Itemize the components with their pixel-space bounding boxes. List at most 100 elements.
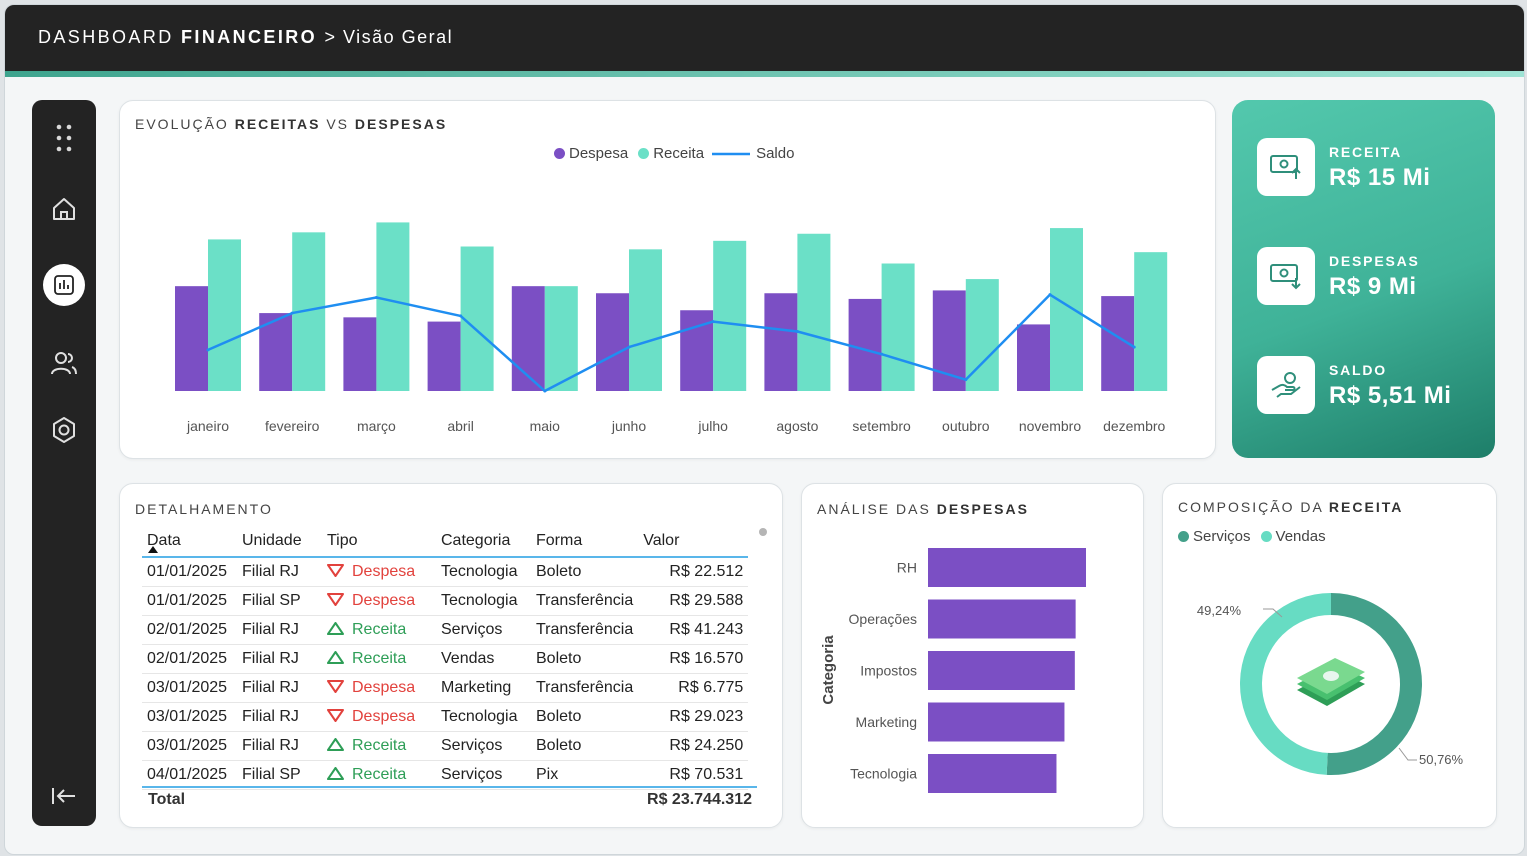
bar-expense-1[interactable] xyxy=(928,599,1076,639)
legend-servicos[interactable]: Serviços xyxy=(1193,528,1251,545)
bar-despesa-maio[interactable] xyxy=(511,286,545,391)
col-header-tipo[interactable]: Tipo xyxy=(322,526,436,558)
collapse-icon[interactable] xyxy=(44,776,84,816)
saldo-point-maio[interactable] xyxy=(543,389,547,393)
users-icon[interactable] xyxy=(44,343,84,383)
cell-forma: Boleto xyxy=(531,731,639,761)
trend-legend: Despesa Receita Saldo xyxy=(554,145,794,162)
cell-unidade: Filial SP xyxy=(237,760,322,790)
saldo-point-março[interactable] xyxy=(374,296,378,299)
col-header-unidade[interactable]: Unidade xyxy=(237,526,322,558)
saldo-line[interactable] xyxy=(207,293,1135,393)
bar-receita-junho[interactable] xyxy=(629,249,662,391)
bar-receita-agosto[interactable] xyxy=(797,233,831,391)
title-text: COMPOSIÇÃO DA xyxy=(1178,499,1324,515)
kpi-label: RECEITA xyxy=(1329,144,1403,160)
trend-chart-card: EVOLUÇÃO RECEITAS VS DESPESAS Despesa Re… xyxy=(119,100,1216,459)
saldo-point-setembro[interactable] xyxy=(880,352,884,356)
chart-icon[interactable] xyxy=(43,264,85,306)
table-row[interactable]: 01/01/2025 Filial SP Despesa Tecnologia Tran… xyxy=(142,586,749,616)
saldo-point-outubro[interactable] xyxy=(964,378,968,382)
bar-receita-março[interactable] xyxy=(376,222,410,391)
bar-despesa-novembro[interactable] xyxy=(1017,324,1050,391)
table-row[interactable]: 01/01/2025 Filial RJ Despesa Tecnologia Bole… xyxy=(142,557,749,587)
cell-unidade: Filial RJ xyxy=(237,644,322,674)
cell-data: 03/01/2025 xyxy=(142,673,237,703)
triangle-down-icon xyxy=(327,680,344,693)
legend-despesa[interactable]: Despesa xyxy=(569,145,629,162)
bar-receita-dezembro[interactable] xyxy=(1134,252,1168,391)
bar-receita-julho[interactable] xyxy=(713,240,747,391)
trend-chart: janeiro fevereiro março abril maio junho julho… xyxy=(175,222,1168,434)
home-icon[interactable] xyxy=(44,189,84,229)
page-title: DASHBOARD FINANCEIRO > Visão Geral xyxy=(38,27,453,48)
bar-receita-maio[interactable] xyxy=(544,286,578,391)
title-part: DASHBOARD xyxy=(38,27,174,47)
y-tick-label: Operações xyxy=(849,611,917,627)
bar-despesa-abril[interactable] xyxy=(427,321,461,391)
tipo-label: Despesa xyxy=(352,708,416,725)
bar-despesa-março[interactable] xyxy=(343,317,377,391)
cell-data: 03/01/2025 xyxy=(142,731,237,761)
table-row[interactable]: 04/01/2025 Filial SP Receita Serviços Pix R$ … xyxy=(142,760,749,790)
saldo-point-fevereiro[interactable] xyxy=(290,311,294,315)
kpi-despesas: DESPESAS R$ 9 Mi xyxy=(1257,247,1487,307)
saldo-point-janeiro[interactable] xyxy=(206,348,210,352)
cell-categoria: Tecnologia xyxy=(436,702,531,732)
bar-receita-abril[interactable] xyxy=(460,246,494,392)
triangle-up-icon xyxy=(327,622,344,635)
saldo-point-julho[interactable] xyxy=(711,320,715,324)
x-tick-label: setembro xyxy=(852,418,911,434)
bar-expense-4[interactable] xyxy=(928,754,1057,793)
expenses-title: ANÁLISE DAS DESPESAS xyxy=(817,501,1029,517)
bar-expense-0[interactable] xyxy=(928,548,1086,587)
x-tick-label: dezembro xyxy=(1103,418,1165,434)
saldo-point-novembro[interactable] xyxy=(1048,293,1052,297)
legend-dot-vendas xyxy=(1260,531,1272,542)
col-header-forma[interactable]: Forma xyxy=(531,526,639,558)
tipo-label: Despesa xyxy=(352,592,416,609)
cell-tipo: Despesa xyxy=(322,557,436,587)
donut-slice-1[interactable] xyxy=(1240,593,1332,775)
x-tick-label: março xyxy=(357,418,396,434)
legend-line-saldo xyxy=(712,152,751,155)
bar-receita-janeiro[interactable] xyxy=(208,239,241,391)
trend-chart-title: EVOLUÇÃO RECEITAS VS DESPESAS xyxy=(135,116,447,132)
bar-despesa-setembro[interactable] xyxy=(848,298,882,391)
detail-card: DETALHAMENTO Data Unidade Tipo Categoria… xyxy=(119,483,783,828)
table-row[interactable]: 03/01/2025 Filial RJ Despesa Tecnologia Bole… xyxy=(142,702,749,732)
bar-despesa-junho[interactable] xyxy=(596,293,629,391)
x-tick-label: julho xyxy=(697,418,728,434)
bar-despesa-janeiro[interactable] xyxy=(175,286,208,391)
dashboard-frame: DASHBOARD FINANCEIRO > Visão Geral EVOLU… xyxy=(4,4,1525,855)
saldo-point-agosto[interactable] xyxy=(795,330,799,333)
col-header-data[interactable]: Data xyxy=(142,526,237,558)
bar-despesa-agosto[interactable] xyxy=(764,293,798,391)
expenses-card: ANÁLISE DAS DESPESAS RH Operações Impostos… xyxy=(801,483,1144,828)
composition-card: COMPOSIÇÃO DA RECEITA Serviços Vendas 50… xyxy=(1162,483,1497,828)
breadcrumb: > Visão Geral xyxy=(324,27,454,47)
legend-saldo[interactable]: Saldo xyxy=(756,145,795,162)
settings-icon[interactable] xyxy=(44,410,84,450)
bar-expense-2[interactable] xyxy=(928,651,1075,690)
table-row[interactable]: 03/01/2025 Filial RJ Despesa Marketing Trans… xyxy=(142,673,749,703)
cell-data: 02/01/2025 xyxy=(142,615,237,645)
table-row[interactable]: 02/01/2025 Filial RJ Receita Serviços Transf… xyxy=(142,615,749,645)
scrollbar-thumb[interactable] xyxy=(759,528,767,536)
legend-receita[interactable]: Receita xyxy=(653,145,705,162)
table-row[interactable]: 02/01/2025 Filial RJ Receita Vendas Boleto R$… xyxy=(142,644,749,674)
col-header-valor[interactable]: Valor xyxy=(638,526,749,558)
saldo-point-dezembro[interactable] xyxy=(1132,345,1136,349)
donut-slice-0[interactable] xyxy=(1326,593,1422,775)
cell-data: 03/01/2025 xyxy=(142,702,237,732)
bar-receita-novembro[interactable] xyxy=(1050,228,1083,391)
bar-expense-3[interactable] xyxy=(928,702,1065,742)
table-row[interactable]: 03/01/2025 Filial RJ Receita Serviços Boleto… xyxy=(142,731,749,761)
legend-vendas[interactable]: Vendas xyxy=(1275,528,1326,545)
apps-icon[interactable] xyxy=(44,118,84,158)
composition-donut: 50,76% 49,24% xyxy=(1197,593,1464,775)
saldo-point-abril[interactable] xyxy=(459,314,463,318)
bar-receita-setembro[interactable] xyxy=(881,263,915,392)
saldo-point-junho[interactable] xyxy=(627,345,631,349)
col-header-categoria[interactable]: Categoria xyxy=(436,526,531,558)
